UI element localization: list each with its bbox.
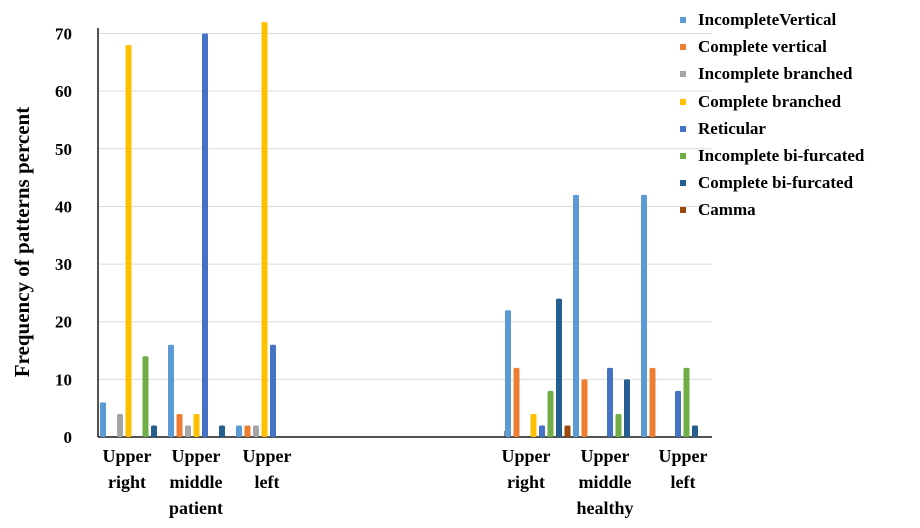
bar-patient-upper-right-incompletevertical xyxy=(100,402,106,437)
bar-healthy-upper-left-incomplete-bi-furcated xyxy=(683,367,690,437)
legend-swatch xyxy=(680,44,686,51)
bar-patient-upper-middle-incomplete-branched xyxy=(185,425,191,437)
x-category-label: Upper xyxy=(172,446,221,466)
legend-swatch xyxy=(680,180,686,187)
legend-swatch xyxy=(680,71,686,78)
bar-healthy-upper-right-complete-branched xyxy=(530,413,537,437)
legend-item: Incomplete bi-furcated xyxy=(680,144,916,171)
legend-label: Incomplete bi-furcated xyxy=(698,145,865,165)
bar-healthy-upper-right-camma xyxy=(564,425,571,437)
x-category-label: right xyxy=(507,472,545,492)
bar-patient-upper-middle-complete-vertical xyxy=(176,413,183,437)
bar-healthy-upper-middle-complete-vertical xyxy=(581,379,588,437)
legend-swatch xyxy=(680,17,686,23)
bar-healthy-upper-middle-incompletevertical xyxy=(573,194,579,437)
x-category-label: Upper xyxy=(581,446,630,466)
bar-patient-upper-middle-reticular xyxy=(202,33,208,438)
legend-label: Complete branched xyxy=(698,91,842,111)
bar-healthy-upper-middle-reticular xyxy=(607,367,613,437)
legend-swatch xyxy=(680,125,686,132)
bar-healthy-upper-right-complete-bi-furcated xyxy=(556,298,562,437)
y-tick-label: 0 xyxy=(64,428,73,447)
y-tick-label: 40 xyxy=(55,197,72,216)
bar-patient-upper-middle-complete-branched xyxy=(193,413,200,437)
y-tick-label: 10 xyxy=(55,370,72,389)
bar-patient-upper-middle-incompletevertical xyxy=(168,344,174,437)
x-category-label: healthy xyxy=(576,498,633,518)
bar-patient-upper-left-complete-vertical xyxy=(244,425,251,437)
legend-item: Complete branched xyxy=(680,90,916,117)
legend-item: Reticular xyxy=(680,117,916,144)
y-tick-label: 70 xyxy=(55,25,72,44)
bar-patient-upper-right-complete-bi-furcated xyxy=(151,425,157,437)
bar-patient-upper-right-incomplete-bi-furcated xyxy=(142,356,149,437)
legend-label: Complete bi-furcated xyxy=(698,173,854,193)
legend-label: Reticular xyxy=(698,118,766,138)
bars xyxy=(100,22,698,438)
bar-patient-upper-right-incomplete-branched xyxy=(117,413,123,437)
y-axis-label: Frequency of patterns percent xyxy=(10,107,34,377)
bar-patient-upper-right-complete-branched xyxy=(125,45,132,438)
axes xyxy=(97,28,712,438)
gridlines xyxy=(98,33,712,380)
legend-swatch xyxy=(680,207,686,214)
x-category-label: Upper xyxy=(502,446,551,466)
legend-label: IncompleteVertical xyxy=(698,10,837,29)
legend-label: Camma xyxy=(698,200,756,220)
x-category-label: left xyxy=(671,472,696,492)
bar-healthy-upper-middle-incomplete-bi-furcated xyxy=(615,413,622,437)
bar-patient-upper-middle-complete-bi-furcated xyxy=(219,425,225,437)
bar-healthy-upper-middle-complete-bi-furcated xyxy=(624,379,630,437)
y-tick-labels: 0 10 20 30 40 50 60 70 xyxy=(55,25,72,447)
bar-healthy-upper-right-incompletevertical xyxy=(505,310,511,437)
bar-patient-upper-left-incomplete-branched xyxy=(253,425,259,437)
x-category-label: Upper xyxy=(103,446,152,466)
bar-healthy-upper-right-reticular xyxy=(539,425,545,437)
bar-healthy-upper-right-incomplete-bi-furcated xyxy=(547,390,554,437)
y-tick-label: 60 xyxy=(55,82,72,101)
legend-item: Complete vertical xyxy=(680,35,916,62)
legend-item: Complete bi-furcated xyxy=(680,171,916,198)
x-category-label: middle xyxy=(578,472,631,492)
bar-healthy-upper-left-incompletevertical xyxy=(641,194,647,437)
bar-healthy-upper-left-complete-bi-furcated xyxy=(692,425,698,437)
x-category-label: Upper xyxy=(659,446,708,466)
x-category-label: Upper xyxy=(243,446,292,466)
bar-patient-upper-left-incompletevertical xyxy=(236,425,242,437)
legend-item: Camma xyxy=(680,198,916,225)
bar-healthy-upper-left-reticular xyxy=(675,390,681,437)
legend-label: Incomplete branched xyxy=(698,64,853,84)
legend-swatch xyxy=(680,152,686,159)
legend-item: IncompleteVertical xyxy=(680,8,916,35)
bar-patient-upper-left-complete-branched xyxy=(261,22,268,437)
legend-item: Incomplete branched xyxy=(680,62,916,89)
x-category-label: patient xyxy=(169,498,223,518)
x-category-label: right xyxy=(108,472,146,492)
y-tick-label: 50 xyxy=(55,140,72,159)
bar-patient-upper-left-reticular xyxy=(270,344,276,437)
legend-label: Complete vertical xyxy=(698,37,827,57)
y-tick-label: 30 xyxy=(55,255,72,274)
y-tick-label: 20 xyxy=(55,313,72,332)
x-category-label: middle xyxy=(169,472,222,492)
legend-swatch xyxy=(680,98,686,105)
bar-healthy-upper-left-complete-vertical xyxy=(649,367,656,437)
legend: IncompleteVertical Complete vertical Incom… xyxy=(680,8,916,226)
x-category-label: left xyxy=(255,472,280,492)
x-category-labels: Upper right Upper middle patient Upper left Upp… xyxy=(103,446,708,518)
bar-healthy-upper-right-complete-vertical xyxy=(513,367,520,437)
